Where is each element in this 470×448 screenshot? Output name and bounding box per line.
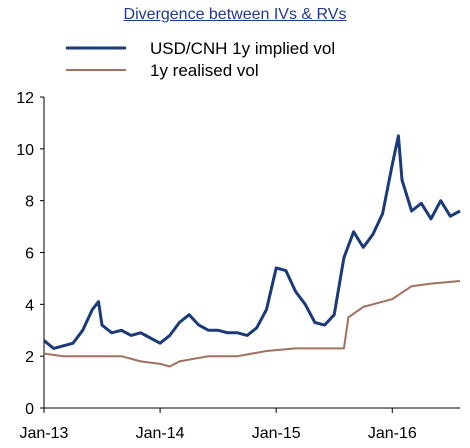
x-tick-label: Jan-16 <box>368 425 417 442</box>
x-tick-label: Jan-15 <box>252 425 301 442</box>
y-tick-label: 6 <box>25 246 34 263</box>
y-tick-label: 8 <box>25 194 34 211</box>
y-tick-label: 4 <box>25 297 34 314</box>
y-tick-label: 12 <box>16 90 34 107</box>
y-tick-label: 0 <box>25 401 34 418</box>
y-tick-label: 10 <box>16 142 34 159</box>
y-tick-label: 2 <box>25 349 34 366</box>
series-line-usd-cnh-1y-implied-vol <box>43 134 461 350</box>
x-tick-label: Jan-13 <box>20 425 69 442</box>
legend-label: USD/CNH 1y implied vol <box>150 39 335 58</box>
x-tick-label: Jan-14 <box>136 425 185 442</box>
legend-label: 1y realised vol <box>150 61 259 80</box>
chart-title: Divergence between IVs & RVs <box>123 6 347 23</box>
series-line-1y-realised-vol <box>43 280 461 368</box>
